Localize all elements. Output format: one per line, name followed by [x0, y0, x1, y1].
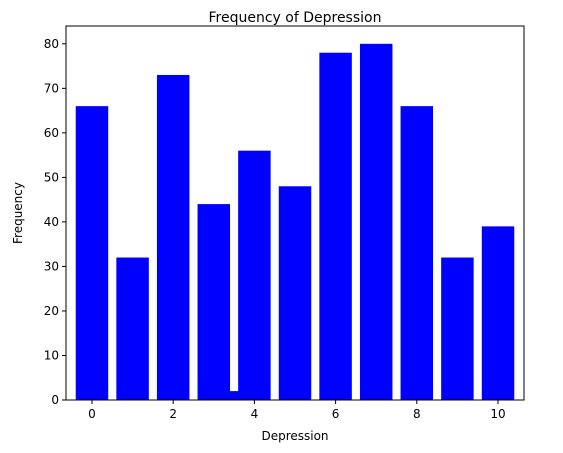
y-tick-label: 30 [44, 259, 59, 273]
bar-11 [481, 226, 515, 400]
y-tick-label: 60 [44, 126, 59, 140]
x-tick-label: 10 [490, 407, 505, 421]
chart-title: Frequency of Depression [209, 10, 382, 26]
y-tick-label: 40 [44, 215, 59, 229]
bar-1 [116, 257, 149, 400]
y-tick-label: 20 [44, 304, 59, 318]
bar-0 [75, 106, 109, 401]
x-tick-label: 0 [88, 407, 96, 421]
y-tick-label: 50 [44, 170, 59, 184]
y-tick-label: 70 [44, 81, 59, 95]
x-axis-label: Depression [261, 429, 328, 443]
x-tick-label: 6 [332, 407, 340, 421]
x-axis-ticks: 0 2 4 6 8 10 [88, 400, 506, 421]
bar-3 [197, 204, 231, 400]
y-tick-label: 0 [51, 393, 59, 407]
y-tick-label: 80 [44, 37, 59, 51]
bar-2 [156, 74, 190, 400]
x-tick-label: 4 [251, 407, 259, 421]
y-axis-label: Frequency [11, 182, 25, 244]
bar-7 [319, 52, 352, 400]
bar-10 [441, 257, 474, 400]
bar-9 [400, 106, 434, 401]
bar-4 [229, 391, 240, 400]
bar-6 [278, 186, 312, 400]
x-tick-label: 2 [169, 407, 177, 421]
x-tick-label: 8 [413, 407, 421, 421]
bar-8 [359, 43, 393, 401]
y-axis-ticks: 0 10 20 30 40 50 60 70 80 [44, 37, 66, 407]
plot-frame [65, 25, 525, 401]
y-tick-label: 10 [44, 348, 59, 362]
bar-5 [238, 150, 271, 400]
bars-group [75, 43, 515, 401]
